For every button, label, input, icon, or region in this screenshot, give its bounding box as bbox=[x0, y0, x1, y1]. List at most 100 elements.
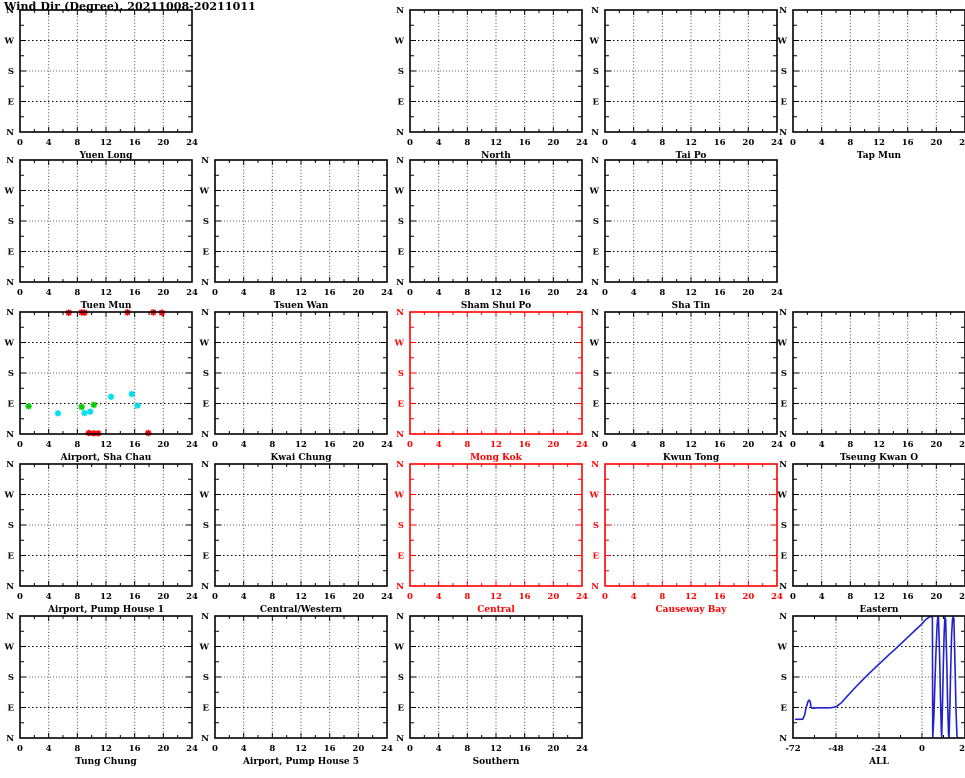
panel-kwun-tong[interactable]: N E S W N 0 4 8 12 16 20 24 bbox=[585, 306, 797, 474]
svg-text:12: 12 bbox=[490, 440, 502, 450]
svg-text:N: N bbox=[6, 6, 14, 16]
svg-text:12: 12 bbox=[685, 592, 697, 602]
svg-text:N: N bbox=[396, 156, 404, 166]
svg-text:4: 4 bbox=[819, 138, 825, 148]
svg-text:8: 8 bbox=[659, 288, 665, 298]
svg-text:20: 20 bbox=[930, 440, 942, 450]
svg-text:0: 0 bbox=[212, 592, 218, 602]
svg-text:S: S bbox=[398, 369, 404, 379]
panel-sham-shui-po[interactable]: N E S W N 0 4 8 12 16 20 24 bbox=[390, 154, 602, 322]
panel-tai-po[interactable]: N E S W N 0 4 8 12 16 20 24 bbox=[585, 4, 797, 172]
svg-text:24: 24 bbox=[576, 440, 588, 450]
svg-text:4: 4 bbox=[819, 592, 825, 602]
svg-text:N: N bbox=[6, 128, 14, 138]
svg-text:N: N bbox=[6, 430, 14, 440]
panel-north[interactable]: N E S W N 0 4 8 12 16 20 24 bbox=[390, 4, 602, 172]
svg-text:N: N bbox=[591, 308, 599, 318]
panel-tuen-mun[interactable]: N E S W N 0 4 8 12 16 20 24 bbox=[0, 154, 212, 322]
panel-tung-chung[interactable]: N E S W N 0 4 8 12 16 20 24 bbox=[0, 610, 212, 778]
svg-text:E: E bbox=[203, 704, 210, 714]
svg-text:N: N bbox=[6, 308, 14, 318]
svg-text:12: 12 bbox=[873, 440, 885, 450]
svg-text:S: S bbox=[203, 521, 209, 531]
svg-text:0: 0 bbox=[212, 744, 218, 754]
svg-text:W: W bbox=[776, 37, 787, 47]
svg-text:24: 24 bbox=[771, 288, 783, 298]
svg-text:W: W bbox=[588, 491, 599, 501]
svg-text:N: N bbox=[6, 460, 14, 470]
svg-text:20: 20 bbox=[157, 288, 169, 298]
svg-text:8: 8 bbox=[847, 440, 853, 450]
panel-title-tsuen-wan: Tsuen Wan bbox=[273, 301, 329, 311]
svg-text:0: 0 bbox=[790, 592, 796, 602]
panel-airport-sha-chau[interactable]: N E S W N 0 4 8 12 16 20 24 bbox=[0, 306, 212, 474]
panel-kwai-chung[interactable]: N E S W N 0 4 8 12 16 20 24 bbox=[195, 306, 407, 474]
svg-text:N: N bbox=[779, 128, 787, 138]
svg-text:N: N bbox=[779, 734, 787, 744]
svg-text:E: E bbox=[398, 98, 405, 108]
svg-text:0: 0 bbox=[790, 138, 796, 148]
panel-title-kwun-tong: Kwun Tong bbox=[662, 453, 720, 463]
svg-text:S: S bbox=[398, 67, 404, 77]
panel-title-north: North bbox=[481, 151, 511, 161]
panel-title-tung-chung: Tung Chung bbox=[75, 757, 137, 767]
svg-text:N: N bbox=[201, 582, 209, 592]
svg-text:4: 4 bbox=[46, 592, 52, 602]
svg-text:S: S bbox=[781, 67, 787, 77]
svg-text:16: 16 bbox=[324, 288, 336, 298]
svg-text:20: 20 bbox=[157, 592, 169, 602]
svg-text:12: 12 bbox=[100, 138, 112, 148]
panel-airport-pump-house-1[interactable]: N E S W N 0 4 8 12 16 20 24 bbox=[0, 458, 212, 626]
svg-text:S: S bbox=[203, 369, 209, 379]
svg-text:0: 0 bbox=[17, 138, 23, 148]
svg-text:W: W bbox=[198, 491, 209, 501]
svg-text:S: S bbox=[781, 521, 787, 531]
svg-text:24: 24 bbox=[576, 592, 588, 602]
svg-text:8: 8 bbox=[464, 744, 470, 754]
svg-text:N: N bbox=[779, 6, 787, 16]
svg-text:E: E bbox=[8, 704, 15, 714]
panel-title-airport-sha-chau: Airport, Sha Chau bbox=[60, 453, 152, 463]
svg-text:0: 0 bbox=[602, 138, 608, 148]
svg-text:4: 4 bbox=[436, 592, 442, 602]
svg-text:12: 12 bbox=[490, 744, 502, 754]
svg-text:N: N bbox=[201, 612, 209, 622]
svg-text:16: 16 bbox=[714, 288, 726, 298]
panel-causeway-bay[interactable]: N E S W N 0 4 8 12 16 20 24 bbox=[585, 458, 797, 626]
panel-title-causeway-bay: Causeway Bay bbox=[655, 605, 727, 615]
svg-text:S: S bbox=[593, 521, 599, 531]
panel-sha-tin[interactable]: N E S W N 0 4 8 12 16 20 24 bbox=[585, 154, 797, 322]
svg-text:4: 4 bbox=[46, 288, 52, 298]
svg-text:24: 24 bbox=[381, 592, 393, 602]
panel-airport-pump-house-5[interactable]: N E S W N 0 4 8 12 16 20 24 bbox=[195, 610, 407, 778]
svg-text:W: W bbox=[393, 187, 404, 197]
svg-text:E: E bbox=[203, 552, 210, 562]
panel-yuen-long[interactable]: N E S W N 0 4 8 12 16 20 24 bbox=[0, 4, 212, 172]
svg-text:24: 24 bbox=[771, 138, 783, 148]
svg-text:16: 16 bbox=[519, 592, 531, 602]
svg-text:W: W bbox=[393, 339, 404, 349]
svg-text:8: 8 bbox=[847, 592, 853, 602]
svg-text:24: 24 bbox=[381, 744, 393, 754]
panel-title-central: Central bbox=[477, 605, 515, 615]
svg-text:8: 8 bbox=[269, 592, 275, 602]
svg-text:12: 12 bbox=[295, 288, 307, 298]
panel-mong-kok[interactable]: N E S W N 0 4 8 12 16 20 24 bbox=[390, 306, 602, 474]
svg-text:E: E bbox=[781, 552, 788, 562]
panel-tsuen-wan[interactable]: N E S W N 0 4 8 12 16 20 24 bbox=[195, 154, 407, 322]
panel-central-western[interactable]: N E S W N 0 4 8 12 16 20 24 bbox=[195, 458, 407, 626]
svg-text:W: W bbox=[198, 187, 209, 197]
panel-central[interactable]: N E S W N 0 4 8 12 16 20 24 bbox=[390, 458, 602, 626]
svg-text:20: 20 bbox=[547, 138, 559, 148]
svg-text:16: 16 bbox=[902, 138, 914, 148]
svg-text:24: 24 bbox=[186, 744, 198, 754]
panel-southern[interactable]: N E S W N 0 4 8 12 16 20 24 bbox=[390, 610, 602, 778]
svg-text:W: W bbox=[198, 339, 209, 349]
svg-text:20: 20 bbox=[547, 440, 559, 450]
svg-text:W: W bbox=[3, 339, 14, 349]
svg-text:W: W bbox=[3, 37, 14, 47]
